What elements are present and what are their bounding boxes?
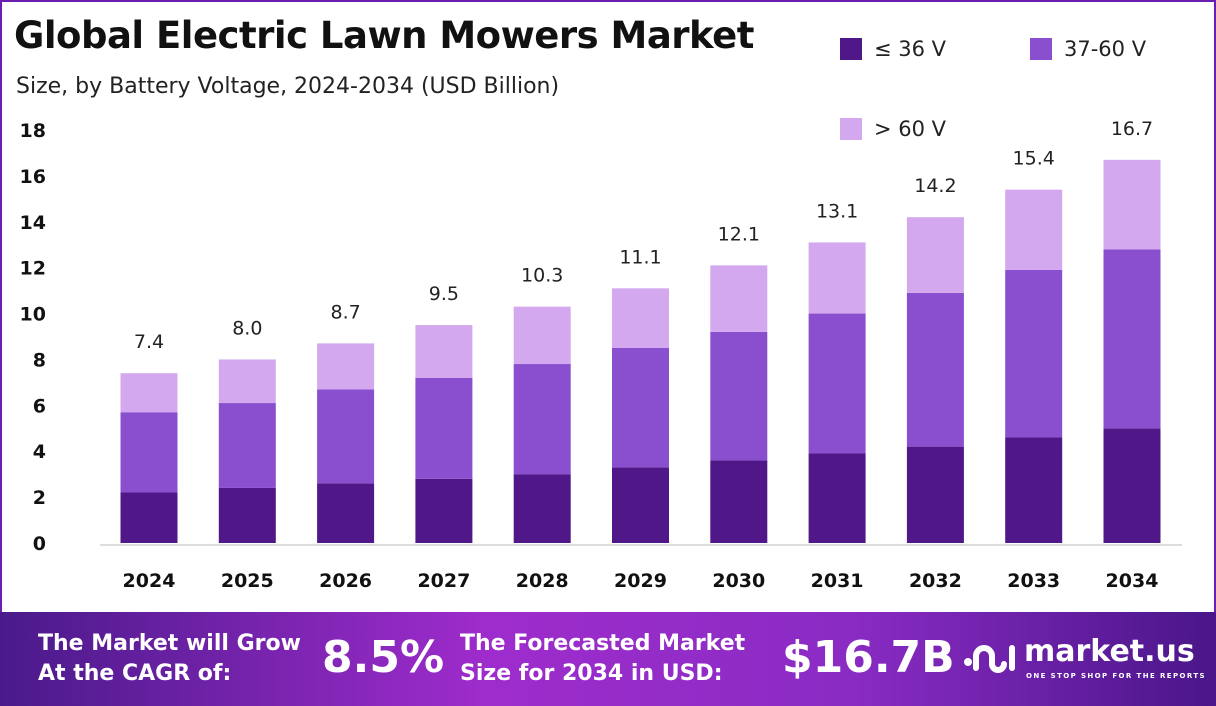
- bar-segment-2032-2: [906, 217, 964, 293]
- bar-segment-2025-1: [218, 403, 276, 488]
- y-tick-label: 16: [20, 166, 46, 188]
- chart-title: Global Electric Lawn Mowers Market: [14, 14, 754, 57]
- bar-segment-2024-1: [120, 412, 178, 493]
- logo-mark-icon: [964, 645, 1015, 673]
- legend-item-le36: ≤ 36 V: [840, 37, 946, 61]
- legend-label: 37-60 V: [1064, 37, 1147, 61]
- cagr-label-line2: At the CAGR of:: [38, 661, 232, 686]
- forecast-label-line2: Size for 2034 in USD:: [460, 661, 723, 686]
- forecast-label-line1: The Forecasted Market: [460, 631, 746, 656]
- bar-segment-2029-2: [612, 288, 669, 348]
- y-tick-label: 6: [33, 395, 46, 417]
- y-tick-label: 2: [33, 487, 46, 509]
- legend-swatch: [840, 118, 862, 140]
- bar-segment-2026-2: [317, 343, 375, 390]
- x-tick-label: 2026: [319, 570, 372, 592]
- y-tick-label: 8: [33, 349, 46, 371]
- bar-total-label: 16.7: [1111, 118, 1153, 140]
- bar-segment-2026-1: [317, 389, 375, 484]
- bar-total-label: 8.0: [232, 317, 262, 339]
- bar-segment-2031-1: [808, 313, 866, 454]
- bar-segment-2033-0: [1005, 437, 1063, 543]
- bar-segment-2030-2: [710, 265, 768, 332]
- bar-segment-2028-2: [513, 306, 571, 365]
- legend-label: > 60 V: [874, 117, 947, 141]
- bar-segment-2024-2: [120, 373, 178, 413]
- bar-segment-2034-2: [1103, 159, 1161, 250]
- bar-total-label: 8.7: [330, 301, 360, 323]
- bar-segment-2027-0: [415, 478, 473, 543]
- bar-total-label: 13.1: [816, 200, 858, 222]
- bar-total-label: 15.4: [1013, 148, 1055, 170]
- bar-segment-2031-0: [808, 453, 866, 543]
- cagr-label-line1: The Market will Grow: [38, 631, 301, 656]
- bar-segment-2029-0: [612, 467, 669, 543]
- bar-total-label: 12.1: [718, 223, 760, 245]
- x-tick-label: 2025: [221, 570, 274, 592]
- bar-segment-2030-1: [710, 331, 768, 461]
- bar-segment-2032-1: [906, 292, 964, 447]
- bar-segment-2028-0: [513, 474, 571, 543]
- cagr-label: The Market will Grow At the CAGR of:: [38, 629, 301, 689]
- legend-item-37-60: 37-60 V: [1030, 37, 1146, 61]
- bar-total-label: 9.5: [429, 283, 459, 305]
- bar-segment-2029-1: [612, 347, 669, 468]
- legend-item-gt60: > 60 V: [840, 117, 946, 141]
- bar-segment-2027-1: [415, 377, 473, 479]
- cagr-value: 8.5%: [322, 632, 445, 683]
- bar-segment-2034-0: [1103, 428, 1161, 543]
- forecast-value: $16.7B: [782, 632, 955, 683]
- bar-total-label: 10.3: [521, 265, 563, 287]
- y-tick-label: 18: [20, 120, 46, 142]
- x-tick-label: 2029: [614, 570, 667, 592]
- legend-swatch: [840, 38, 862, 60]
- y-tick-label: 12: [20, 258, 46, 280]
- bar-segment-2027-2: [415, 325, 473, 378]
- bar-segment-2031-2: [808, 242, 866, 314]
- x-tick-label: 2032: [909, 570, 962, 592]
- bar-segment-2033-2: [1005, 189, 1063, 270]
- x-tick-label: 2033: [1007, 570, 1060, 592]
- y-tick-label: 14: [20, 212, 46, 234]
- bar-segment-2024-0: [120, 492, 178, 543]
- x-tick-label: 2028: [516, 570, 569, 592]
- bar-total-label: 11.1: [619, 246, 661, 268]
- bar-segment-2030-0: [710, 460, 768, 543]
- x-tick-label: 2034: [1106, 570, 1159, 592]
- x-tick-label: 2027: [417, 570, 470, 592]
- bar-segment-2026-0: [317, 483, 375, 543]
- chart-subtitle: Size, by Battery Voltage, 2024-2034 (USD…: [16, 74, 560, 99]
- bar-segment-2025-2: [218, 359, 276, 404]
- legend-label: ≤ 36 V: [874, 37, 947, 61]
- y-tick-label: 4: [33, 441, 46, 463]
- logo-tagline: ONE STOP SHOP FOR THE REPORTS: [1026, 672, 1206, 680]
- x-tick-label: 2024: [123, 570, 176, 592]
- bar-segment-2025-0: [218, 487, 276, 543]
- bar-total-label: 7.4: [134, 331, 164, 353]
- stacked-bar-chart: 0 2 4 6 8 10 12 14 16 18 7.4 2024 8.0 2025 8.7 2026 9.5 2…: [20, 118, 1182, 592]
- bar-total-label: 14.2: [914, 175, 956, 197]
- bar-segment-2032-0: [906, 446, 964, 543]
- y-tick-label: 10: [20, 304, 46, 326]
- x-tick-label: 2031: [811, 570, 864, 592]
- bar-segment-2034-1: [1103, 249, 1161, 429]
- y-tick-label: 0: [33, 533, 46, 555]
- footer-banner: The Market will Grow At the CAGR of: 8.5…: [0, 612, 1216, 706]
- logo-name: market.us: [1024, 634, 1195, 669]
- x-tick-label: 2030: [712, 570, 765, 592]
- legend-swatch: [1030, 38, 1052, 60]
- bar-segment-2028-1: [513, 364, 571, 475]
- forecast-label: The Forecasted Market Size for 2034 in U…: [460, 629, 745, 689]
- bar-segment-2033-1: [1005, 269, 1063, 438]
